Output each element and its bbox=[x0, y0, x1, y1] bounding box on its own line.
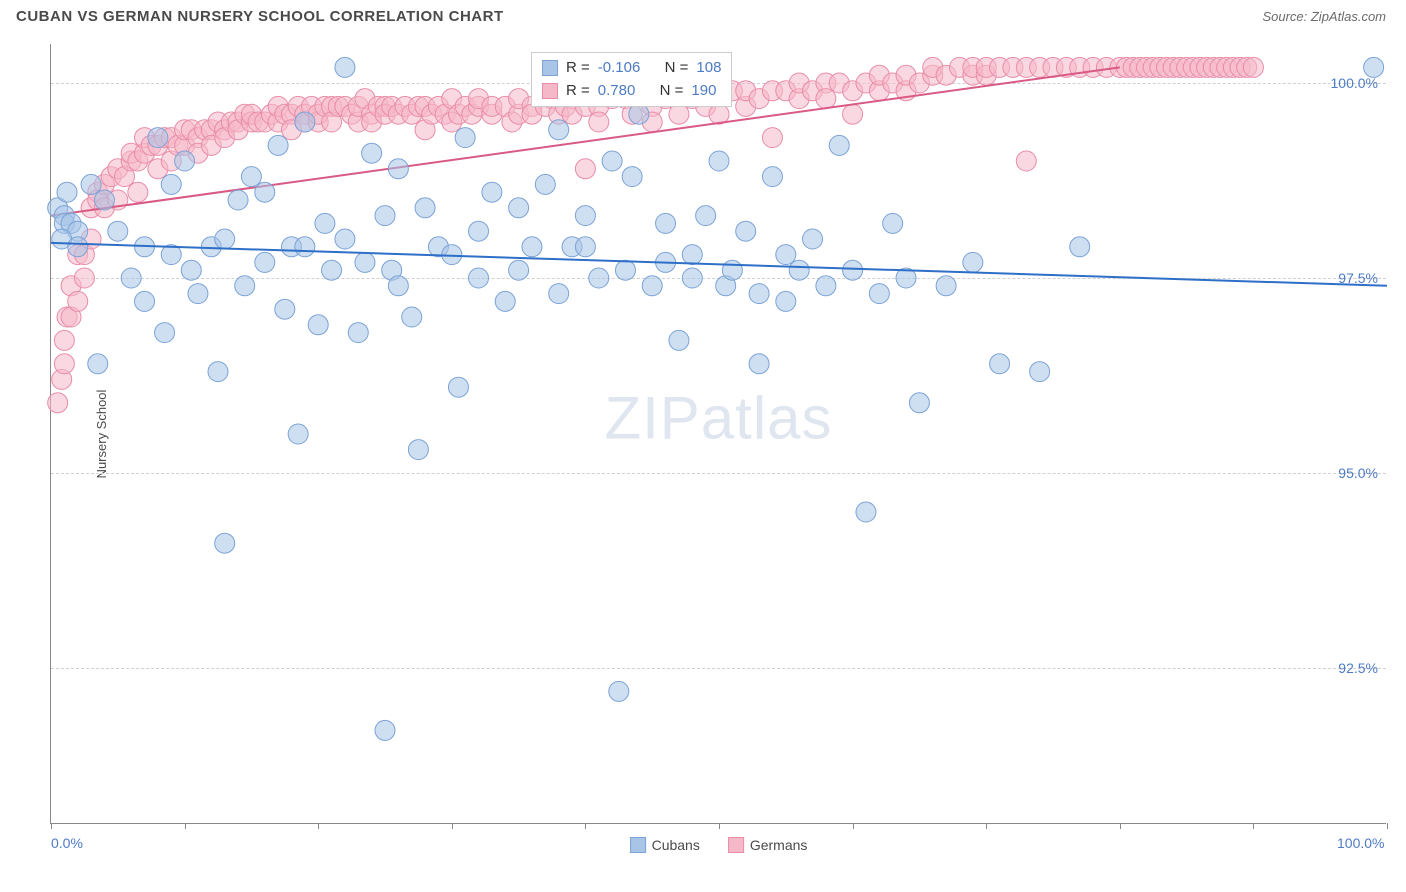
stats-row-cubans: R = -0.106 N = 108 bbox=[542, 57, 721, 80]
x-tick bbox=[452, 823, 453, 829]
swatch-germans bbox=[542, 83, 558, 99]
x-tick bbox=[986, 823, 987, 829]
legend-bottom: Cubans Germans bbox=[630, 837, 808, 853]
x-tick bbox=[719, 823, 720, 829]
x-tick bbox=[1253, 823, 1254, 829]
x-tick bbox=[853, 823, 854, 829]
x-tick bbox=[185, 823, 186, 829]
stats-row-germans: R = 0.780 N = 190 bbox=[542, 80, 721, 103]
legend-item-germans: Germans bbox=[728, 837, 808, 853]
x-tick bbox=[1387, 823, 1388, 829]
swatch-cubans-bottom bbox=[630, 837, 646, 853]
swatch-germans-bottom bbox=[728, 837, 744, 853]
chart-area: Nursery School ZIPatlas R = -0.106 N = 1… bbox=[50, 44, 1386, 824]
x-tick bbox=[1120, 823, 1121, 829]
swatch-cubans bbox=[542, 60, 558, 76]
chart-header: CUBAN VS GERMAN NURSERY SCHOOL CORRELATI… bbox=[0, 0, 1406, 29]
x-tick bbox=[318, 823, 319, 829]
x-axis-label: 0.0% bbox=[51, 835, 83, 851]
stats-legend: R = -0.106 N = 108 R = 0.780 N = 190 bbox=[531, 52, 732, 107]
plot-svg bbox=[51, 44, 1386, 823]
x-axis-label: 100.0% bbox=[1337, 835, 1384, 851]
chart-source: Source: ZipAtlas.com bbox=[1262, 9, 1386, 24]
x-tick bbox=[51, 823, 52, 829]
legend-item-cubans: Cubans bbox=[630, 837, 700, 853]
x-tick bbox=[585, 823, 586, 829]
chart-title: CUBAN VS GERMAN NURSERY SCHOOL CORRELATI… bbox=[16, 8, 504, 25]
